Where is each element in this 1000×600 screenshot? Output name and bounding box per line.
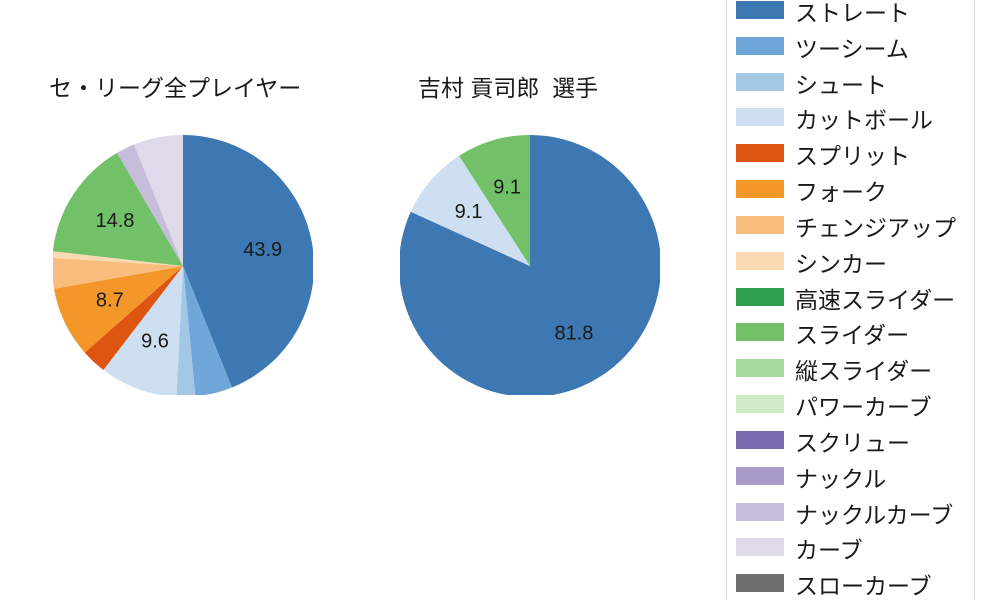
svg-text:8.7: 8.7 — [96, 290, 124, 312]
svg-text:43.9: 43.9 — [243, 239, 282, 261]
svg-text:9.1: 9.1 — [455, 201, 483, 223]
svg-text:9.6: 9.6 — [141, 331, 169, 353]
svg-text:81.8: 81.8 — [554, 323, 593, 345]
svg-text:9.1: 9.1 — [493, 176, 521, 198]
svg-text:14.8: 14.8 — [96, 210, 135, 232]
